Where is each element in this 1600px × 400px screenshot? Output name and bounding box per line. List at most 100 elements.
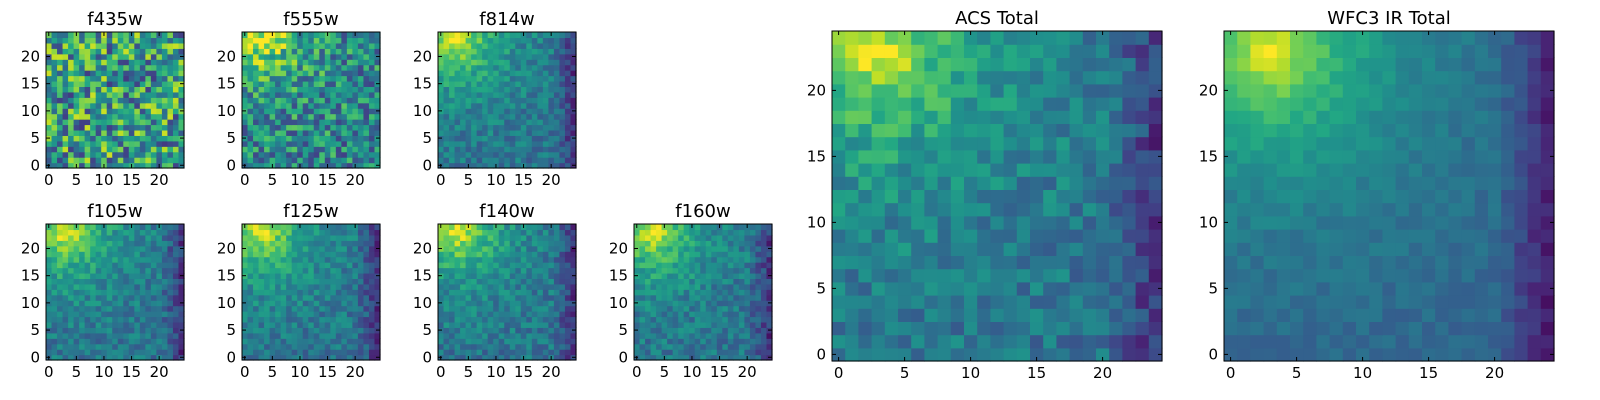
heatmap-cell [645,327,652,334]
heatmap-cell [106,42,113,49]
heatmap-cell [1030,347,1044,362]
heatmap-cell [438,42,445,49]
heatmap-cell [667,278,674,285]
heatmap-cell [661,272,668,279]
heatmap-cell [1082,202,1097,217]
heatmap-cell [167,234,174,241]
heatmap-cell [1056,321,1071,336]
heatmap-cell [335,119,342,126]
heatmap-cell [858,347,873,362]
heatmap-cell [520,42,527,49]
heatmap-cell [264,294,271,301]
heatmap-cell [128,327,135,334]
heatmap-cell [645,234,652,241]
heatmap-cell [73,240,80,247]
heatmap-cell [911,189,925,204]
heatmap-cell [84,272,91,279]
heatmap-cell [727,283,734,290]
heatmap-cell [454,311,461,318]
heatmap-cell [57,129,64,136]
heatmap-cell [46,91,53,98]
heatmap-cell [1030,268,1044,283]
heatmap-cell [112,300,119,307]
heatmap-cell [286,91,293,98]
heatmap-cell [117,140,124,147]
heatmap-cell [755,332,762,339]
heatmap-cell [161,240,169,247]
heatmap-cell [727,300,734,307]
heatmap-cell [487,305,494,312]
heatmap-cell [156,343,163,350]
heatmap-cell [291,146,298,153]
heatmap-cell [683,332,690,339]
heatmap-cell [128,289,135,296]
heatmap-cell [515,278,522,285]
heatmap-cell [90,272,97,279]
heatmap-cell [738,300,745,307]
heatmap-cell [471,124,478,131]
heatmap-cell [504,108,511,115]
heatmap-cell [749,245,757,252]
heatmap-cell [302,229,309,236]
heatmap-cell [465,75,472,82]
heatmap-cell [700,240,707,247]
heatmap-cell [465,229,472,236]
heatmap-cell [319,305,326,312]
heatmap-cell [161,146,169,153]
heatmap-cell [112,289,119,296]
heatmap-cell [526,256,533,263]
heatmap-cell [330,32,337,39]
heatmap-cell [570,262,577,269]
heatmap-cell [302,59,309,66]
heatmap-cell [84,245,91,252]
heatmap-cell [302,64,309,71]
heatmap-cell [319,135,326,142]
heatmap-cell [90,48,97,55]
heatmap-cell [247,311,254,318]
heatmap-cell [553,37,561,44]
heatmap-cell [68,283,75,290]
heatmap-cell [156,135,163,142]
heatmap-cell [247,37,254,44]
heatmap-cell [449,240,456,247]
heatmap-cell [264,113,271,120]
heatmap-cell [84,354,91,361]
heatmap-cell [145,240,152,247]
heatmap-cell [134,124,141,131]
heatmap-cell [269,321,276,328]
heatmap-cell [346,86,353,93]
heatmap-cell [454,97,461,104]
heatmap-cell [90,267,97,274]
heatmap-cell [112,224,119,231]
heatmap-cell [548,349,555,356]
heatmap-cell [68,294,75,301]
heatmap-cell [858,215,873,230]
heatmap-cell [84,234,91,241]
heatmap-cell [51,267,58,274]
panel-title: f435w [87,9,142,30]
heatmap-cell [319,157,326,164]
heatmap-cell [553,262,561,269]
heatmap-cell [95,300,102,307]
heatmap-cell [744,283,751,290]
heatmap-cell [374,151,381,158]
heatmap-cell [504,75,511,82]
heatmap-cell [700,354,707,361]
heatmap-cell [454,332,461,339]
heatmap-cell [733,327,740,334]
heatmap-cell [280,316,287,323]
heatmap-cell [374,91,381,98]
heatmap-cell [471,234,478,241]
x-tick-label: 0 [240,171,250,189]
heatmap-cell [352,305,359,312]
heatmap-cell [346,272,353,279]
heatmap-cell [570,343,577,350]
heatmap-cell [117,327,124,334]
heatmap-cell [134,48,141,55]
heatmap-cell [924,163,939,177]
heatmap-cell [493,327,500,334]
heatmap-cell [84,305,91,312]
heatmap-cell [443,240,450,247]
heatmap-cell [363,129,370,136]
y-tick-label: 20 [413,239,432,257]
